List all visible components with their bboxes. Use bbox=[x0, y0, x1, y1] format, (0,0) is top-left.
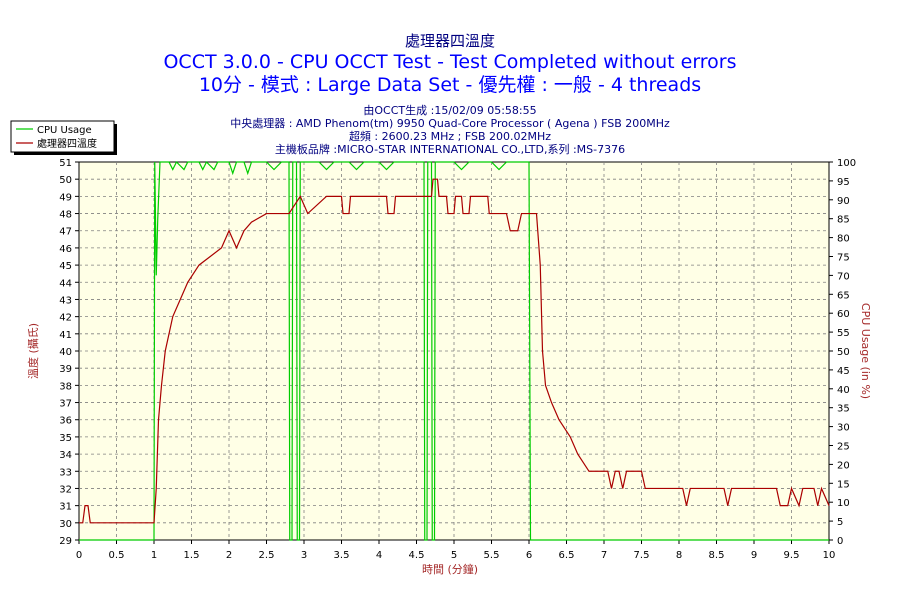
y-left-tick-label: 40 bbox=[59, 347, 72, 358]
y-left-tick-label: 48 bbox=[59, 210, 72, 221]
grid-lines bbox=[79, 162, 829, 540]
x-tick-label: 6.5 bbox=[559, 550, 575, 561]
y-left-tick-label: 49 bbox=[59, 192, 72, 203]
y-right-tick-label: 70 bbox=[837, 271, 850, 282]
x-tick-label: 2 bbox=[226, 550, 232, 561]
y-left-tick-label: 37 bbox=[59, 399, 72, 410]
info-motherboard: 主機板品牌 :MICRO-STAR INTERNATIONAL CO.,LTD,… bbox=[275, 142, 625, 156]
y-right-tick-label: 45 bbox=[837, 366, 850, 377]
series-lines bbox=[79, 160, 830, 541]
y-left-tick-label: 34 bbox=[59, 450, 72, 461]
y-right-tick-label: 15 bbox=[837, 479, 850, 490]
y-left-tick-label: 45 bbox=[59, 261, 72, 272]
y-right-tick-label: 5 bbox=[837, 517, 843, 528]
y-left-tick-label: 41 bbox=[59, 330, 72, 341]
chart-test-mode: 10分 - 模式 : Large Data Set - 優先權 : 一般 - 4… bbox=[199, 74, 701, 96]
x-tick-label: 5 bbox=[451, 550, 457, 561]
legend-box bbox=[10, 120, 115, 153]
x-tick-label: 4.5 bbox=[409, 550, 425, 561]
x-axis-title: 時間 (分鐘) bbox=[422, 562, 478, 576]
y-right-tick-label: 85 bbox=[837, 215, 850, 226]
y-right-tick-label: 95 bbox=[837, 177, 850, 188]
x-tick-label: 2.5 bbox=[259, 550, 275, 561]
x-tick-label: 3.5 bbox=[334, 550, 350, 561]
y-left-tick-label: 33 bbox=[59, 467, 72, 478]
chart-title: 處理器四溫度 bbox=[405, 32, 495, 50]
y-left-tick-label: 32 bbox=[59, 484, 72, 495]
x-tick-label: 1 bbox=[151, 550, 157, 561]
y-left-tick-label: 29 bbox=[59, 536, 72, 547]
y-right-tick-label: 75 bbox=[837, 253, 850, 264]
y-left-tick-label: 36 bbox=[59, 416, 72, 427]
y-right-tick-label: 40 bbox=[837, 385, 850, 396]
y-right-tick-label: 50 bbox=[837, 347, 850, 358]
y-left-tick-label: 35 bbox=[59, 433, 72, 444]
y-left-tick-label: 43 bbox=[59, 295, 72, 306]
y-left-tick-label: 50 bbox=[59, 175, 72, 186]
y-right-tick-label: 65 bbox=[837, 290, 850, 301]
y-axis-left-title: 溫度 (攝氏) bbox=[26, 323, 40, 379]
x-tick-label: 4 bbox=[376, 550, 382, 561]
x-tick-label: 8 bbox=[676, 550, 682, 561]
y-left-tick-label: 44 bbox=[59, 278, 72, 289]
y-right-tick-label: 60 bbox=[837, 309, 850, 320]
y-right-tick-label: 100 bbox=[837, 158, 856, 169]
x-tick-label: 9 bbox=[751, 550, 757, 561]
x-tick-label: 1.5 bbox=[184, 550, 200, 561]
axis-ticks: 0 0.5 1 1.5 2 2.5 3 3.5 4 4.5 5 5.5 6 6.5 7 7.5 8 8.5 9 9.5… bbox=[59, 158, 856, 561]
series-line-cpu-usage bbox=[79, 160, 829, 541]
y-right-tick-label: 20 bbox=[837, 460, 850, 471]
y-right-tick-label: 0 bbox=[837, 536, 843, 547]
x-tick-label: 10 bbox=[823, 550, 836, 561]
x-tick-label: 8.5 bbox=[709, 550, 725, 561]
x-tick-label: 6 bbox=[526, 550, 532, 561]
legend: CPU Usage 處理器四溫度 bbox=[10, 120, 117, 155]
y-right-tick-label: 10 bbox=[837, 498, 850, 509]
y-right-tick-label: 30 bbox=[837, 423, 850, 434]
x-tick-label: 7 bbox=[601, 550, 607, 561]
chart-subtitle: OCCT 3.0.0 - CPU OCCT Test - Test Comple… bbox=[163, 51, 736, 73]
x-tick-label: 3 bbox=[301, 550, 307, 561]
y-left-tick-label: 47 bbox=[59, 227, 72, 238]
y-left-tick-label: 31 bbox=[59, 502, 72, 513]
series-line-temperature bbox=[79, 178, 830, 524]
y-right-tick-label: 80 bbox=[837, 234, 850, 245]
y-left-tick-label: 39 bbox=[59, 364, 72, 375]
legend-label-temperature: 處理器四溫度 bbox=[37, 137, 97, 150]
y-right-tick-label: 55 bbox=[837, 328, 850, 339]
y-left-tick-label: 42 bbox=[59, 313, 72, 324]
info-overclock: 超頻 : 2600.23 MHz ; FSB 200.02MHz bbox=[349, 129, 551, 143]
legend-label-cpu-usage: CPU Usage bbox=[37, 125, 92, 136]
y-right-tick-label: 25 bbox=[837, 442, 850, 453]
info-cpu: 中央處理器 : AMD Phenom(tm) 9950 Quad-Core Pr… bbox=[230, 116, 670, 130]
y-left-tick-label: 30 bbox=[59, 519, 72, 530]
x-tick-label: 9.5 bbox=[784, 550, 800, 561]
x-tick-label: 0.5 bbox=[109, 550, 125, 561]
y-right-tick-label: 35 bbox=[837, 404, 850, 415]
y-axis-right-title: CPU Usage (in %) bbox=[859, 303, 872, 399]
y-left-tick-label: 38 bbox=[59, 381, 72, 392]
y-right-tick-label: 90 bbox=[837, 196, 850, 207]
x-tick-label: 7.5 bbox=[634, 550, 650, 561]
x-tick-label: 5.5 bbox=[484, 550, 500, 561]
info-generated: 由OCCT生成 :15/02/09 05:58:55 bbox=[363, 103, 536, 117]
y-left-tick-label: 51 bbox=[59, 158, 72, 169]
y-left-tick-label: 46 bbox=[59, 244, 72, 255]
x-tick-label: 0 bbox=[76, 550, 82, 561]
